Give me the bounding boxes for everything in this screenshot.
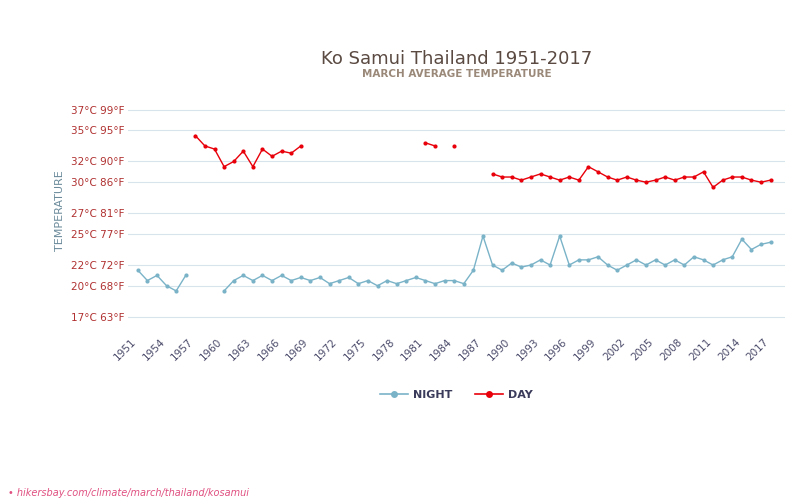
Text: • hikersbay.com/climate/march/thailand/kosamui: • hikersbay.com/climate/march/thailand/k…	[8, 488, 249, 498]
DAY	[286, 150, 296, 156]
NIGHT	[181, 272, 190, 278]
DAY	[258, 146, 267, 152]
DAY	[210, 146, 219, 152]
NIGHT	[171, 288, 181, 294]
NIGHT	[142, 278, 152, 283]
Line: NIGHT: NIGHT	[136, 268, 188, 293]
DAY	[238, 148, 248, 154]
NIGHT	[162, 283, 171, 289]
Y-axis label: TEMPERATURE: TEMPERATURE	[55, 170, 65, 251]
Legend: NIGHT, DAY: NIGHT, DAY	[376, 386, 538, 404]
DAY	[219, 164, 229, 170]
DAY	[277, 148, 286, 154]
Title: Ko Samui Thailand 1951-2017: Ko Samui Thailand 1951-2017	[321, 50, 592, 68]
Line: DAY: DAY	[194, 134, 303, 168]
DAY	[267, 154, 277, 160]
NIGHT	[152, 272, 162, 278]
DAY	[229, 158, 238, 164]
Text: MARCH AVERAGE TEMPERATURE: MARCH AVERAGE TEMPERATURE	[362, 70, 551, 80]
DAY	[190, 132, 200, 138]
NIGHT	[133, 267, 142, 273]
DAY	[248, 164, 258, 170]
DAY	[296, 143, 306, 149]
DAY	[200, 143, 210, 149]
